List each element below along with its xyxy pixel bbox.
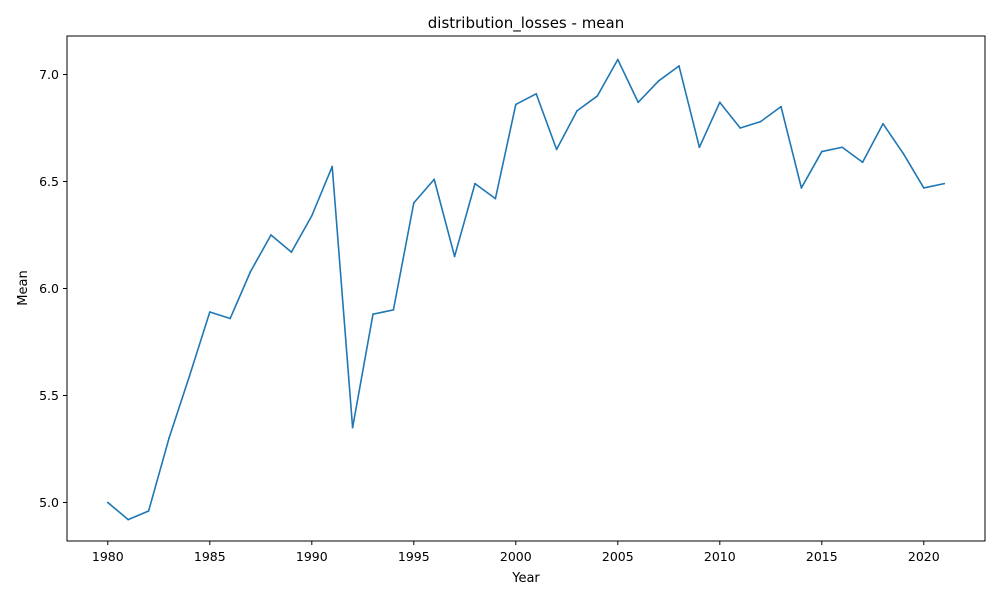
x-tick-label: 1995 [398, 549, 430, 564]
data-point [922, 187, 925, 189]
data-point [147, 510, 150, 512]
plot-area [106, 58, 946, 521]
data-point [208, 311, 211, 313]
data-point [596, 95, 599, 97]
data-point [820, 150, 823, 153]
data-point [535, 92, 538, 95]
data-point [168, 437, 170, 440]
data-point [759, 120, 762, 123]
data-point [616, 58, 619, 61]
data-point [657, 80, 660, 82]
y-tick-label: 7.0 [39, 67, 59, 82]
data-point [188, 375, 191, 378]
x-axis-label: Year [511, 571, 540, 586]
x-tick-label: 2020 [908, 549, 940, 564]
data-point [310, 214, 313, 217]
data-point [678, 65, 680, 67]
data-point [943, 182, 946, 185]
x-tick-label: 2000 [500, 549, 532, 564]
data-point [514, 103, 517, 106]
data-point [372, 313, 374, 316]
y-axis: 5.0 5.5 6.0 6.5 7.0 [39, 67, 67, 510]
x-tick-label: 1985 [194, 549, 226, 564]
x-tick-label: 1990 [296, 549, 328, 564]
data-point [351, 426, 354, 429]
data-point [270, 234, 272, 236]
data-point [861, 161, 864, 164]
data-point [637, 101, 640, 104]
data-point [902, 152, 905, 155]
data-point [229, 317, 232, 320]
x-axis: 1980 1985 1990 1995 2000 2005 2010 2015 2020 [92, 541, 940, 564]
data-point [882, 122, 884, 125]
y-tick-label: 5.5 [39, 388, 59, 403]
data-point [249, 270, 252, 273]
series-line [107, 58, 945, 521]
y-tick-label: 5.0 [39, 495, 59, 510]
y-tick-label: 6.5 [39, 174, 59, 189]
data-point [331, 165, 334, 168]
data-point [739, 127, 742, 129]
data-point [290, 251, 293, 254]
y-tick-label: 6.0 [39, 281, 59, 296]
y-axis-label: Mean [16, 270, 31, 305]
data-point [127, 518, 130, 521]
data-point [718, 101, 721, 104]
x-tick-label: 2015 [806, 549, 838, 564]
data-point [800, 187, 803, 189]
x-tick-label: 2005 [602, 549, 634, 564]
x-tick-label: 1980 [92, 549, 124, 564]
data-point [453, 255, 456, 258]
data-point [555, 148, 558, 151]
chart-title: distribution_losses - mean [428, 14, 625, 33]
data-point [576, 109, 578, 112]
data-point [412, 202, 415, 204]
data-point [698, 146, 701, 149]
data-point [841, 146, 844, 149]
data-point [494, 197, 497, 200]
data-point [474, 182, 476, 185]
data-point [433, 178, 436, 181]
data-point [106, 501, 109, 504]
x-tick-label: 2010 [704, 549, 736, 564]
data-point [780, 105, 782, 108]
data-point [392, 309, 395, 311]
